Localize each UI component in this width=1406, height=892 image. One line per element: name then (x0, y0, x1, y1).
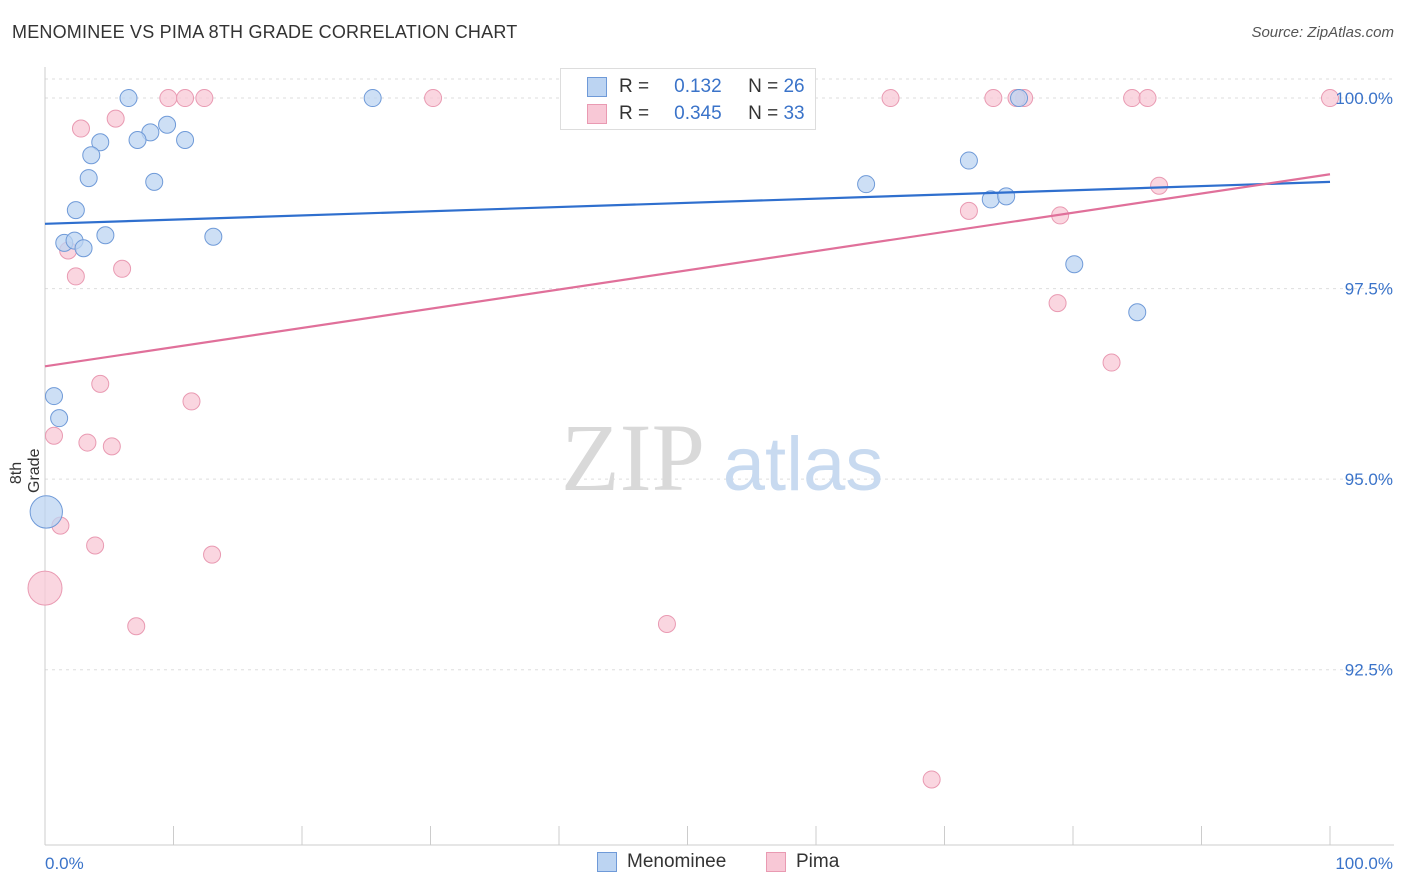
data-point-menominee (363, 89, 382, 108)
data-point-pima (1048, 294, 1067, 313)
data-point-pima (102, 437, 121, 456)
data-point-menominee (857, 175, 876, 194)
r-value: 0.345 (674, 103, 722, 124)
data-point-menominee (959, 151, 978, 170)
y-axis-label: 8th Grade (8, 448, 43, 493)
legend-label-pima: Pima (796, 851, 840, 872)
data-point-menominee (145, 172, 164, 191)
data-point-menominee (128, 130, 147, 149)
y-tick-label: 97.5% (1345, 280, 1393, 299)
data-point-pima (881, 89, 900, 108)
n-value: 33 (783, 103, 805, 124)
menominee-legend-swatch (597, 852, 617, 872)
data-point-menominee (1010, 89, 1029, 108)
r-label: R = (619, 103, 650, 124)
menominee-swatch (587, 77, 607, 97)
data-point-menominee (91, 133, 110, 152)
legend-item-pima[interactable]: Pima (766, 851, 839, 873)
pima-legend-swatch (766, 852, 786, 872)
data-point-menominee (44, 387, 63, 406)
x-tick-label: 0.0% (45, 854, 84, 873)
data-point-pima (71, 119, 90, 138)
data-point-pima (127, 617, 146, 636)
axes (44, 67, 1394, 846)
n-label: N = (748, 103, 779, 124)
data-point-pima (657, 614, 676, 633)
data-point-menominee (997, 187, 1016, 206)
data-point-pima (984, 89, 1003, 108)
chart-title: MENOMINEE VS PIMA 8TH GRADE CORRELATION … (12, 22, 518, 42)
data-point-pima (1150, 176, 1169, 195)
n-value: 26 (783, 76, 805, 97)
trend-lines (44, 173, 1331, 368)
data-point-menominee (119, 89, 138, 108)
y-tick-label: 100.0% (1335, 89, 1393, 108)
watermark-zip: ZIP (561, 404, 705, 511)
y-tick-label: 95.0% (1345, 470, 1393, 489)
bottom-legend: Menominee Pima (0, 851, 1406, 879)
n-label: N = (748, 76, 779, 97)
data-point-menominee (1128, 303, 1147, 322)
source-label: Source: ZipAtlas.com (1251, 24, 1394, 41)
tick-labels: 100.0% 97.5% 95.0% 92.5% 0.0% 100.0% (45, 89, 1393, 873)
data-point-pima (203, 545, 222, 564)
trend-line-menominee (44, 180, 1331, 225)
data-point-menominee (74, 239, 93, 258)
data-point-pima (195, 89, 214, 108)
data-point-menominee (66, 201, 85, 220)
data-point-pima (86, 536, 105, 555)
x-tick-label: 100.0% (1335, 854, 1393, 873)
data-point-menominee (176, 130, 195, 149)
data-point-pima (91, 374, 110, 393)
data-point-menominee (1065, 255, 1084, 274)
data-point-pima (66, 267, 85, 286)
data-point-pima (1102, 353, 1121, 372)
data-point-pima (176, 89, 195, 108)
stats-legend: R = 0.132 N = 26 R = 0.345 N = 33 (560, 68, 816, 130)
data-point-pima (959, 201, 978, 220)
data-point-pima (27, 570, 63, 606)
data-point-menominee (204, 227, 223, 246)
watermark: ZIP atlas (561, 404, 883, 511)
data-point-menominee (158, 115, 177, 134)
data-point-pima (44, 426, 63, 445)
data-point-pima (1321, 89, 1339, 108)
data-point-pima (1123, 89, 1142, 108)
data-point-pima (424, 89, 443, 108)
data-point-menominee (82, 146, 101, 165)
watermark-atlas: atlas (723, 422, 884, 507)
data-point-pima (159, 89, 178, 108)
data-point-menominee (96, 226, 115, 245)
data-point-menominee (79, 169, 98, 188)
r-label: R = (619, 76, 650, 97)
data-point-menominee (50, 409, 69, 428)
grid-lines (45, 78, 1394, 671)
legend-label-menominee: Menominee (627, 851, 727, 872)
data-point-pima (182, 392, 201, 411)
pima-swatch (587, 104, 607, 124)
legend-item-menominee[interactable]: Menominee (597, 851, 726, 873)
trend-line-pima (44, 173, 1331, 368)
data-point-pima (106, 109, 125, 128)
data-point-pima (1138, 89, 1157, 108)
data-point-pima (922, 770, 941, 789)
data-point-menominee (29, 495, 63, 529)
y-tick-label: 92.5% (1345, 661, 1393, 680)
data-point-pima (113, 259, 132, 278)
data-point-pima (78, 433, 97, 452)
r-value: 0.132 (674, 76, 722, 97)
